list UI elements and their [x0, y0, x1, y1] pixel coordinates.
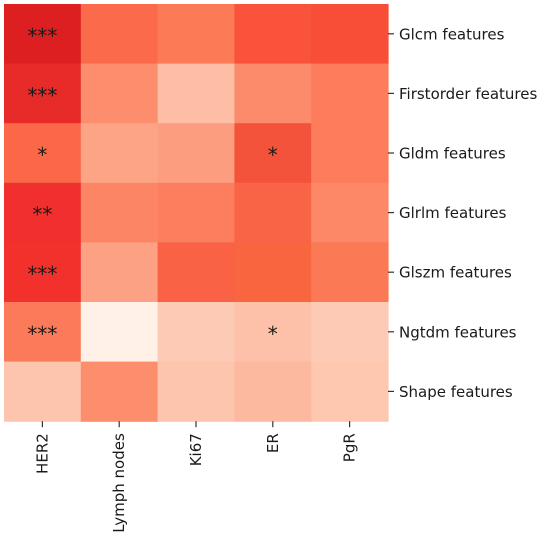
row-label-shape-features: Shape features [399, 383, 513, 401]
heatmap-cell-glszm-features-her2 [4, 242, 82, 303]
row-label-firstorder-features: Firstorder features [399, 85, 537, 103]
significance-marker: ** [32, 203, 52, 227]
heatmap-cell-shape-features-er [234, 361, 312, 422]
heatmap-cell-shape-features-ki67 [157, 361, 235, 422]
row-label-ngtdm-features: Ngtdm features [399, 323, 517, 341]
heatmap-cell-firstorder-features-her2 [4, 63, 82, 124]
axis-ticks [41, 33, 394, 428]
row-label-glrlm-features: Glrlm features [399, 204, 507, 222]
heatmap-cell-glrlm-features-er [234, 182, 312, 243]
heatmap-cell-ngtdm-features-pgr [311, 302, 389, 363]
row-label-glcm-features: Glcm features [399, 25, 505, 43]
heatmap-cell-glrlm-features-her2 [4, 182, 82, 243]
heatmap-cell-gldm-features-er [234, 123, 312, 184]
heatmap-cell-ngtdm-features-er [234, 302, 312, 363]
heatmap-cell-gldm-features-pgr [311, 123, 389, 184]
heatmap-cell-firstorder-features-lymph-nodes [80, 63, 159, 124]
heatmap-cell-glcm-features-lymph-nodes [80, 4, 159, 65]
column-labels: HER2 Lymph nodes Ki67 ER PgR [33, 433, 358, 533]
column-label-lymph-nodes: Lymph nodes [110, 433, 128, 533]
heatmap-cell-firstorder-features-pgr [311, 63, 389, 124]
column-label-er: ER [264, 433, 282, 453]
heatmap-cell-glrlm-features-lymph-nodes [80, 182, 159, 243]
significance-marker: *** [27, 322, 57, 346]
heatmap-cell-glrlm-features-pgr [311, 182, 389, 243]
heatmap-cell-glszm-features-ki67 [157, 242, 235, 303]
significance-marker: *** [27, 24, 57, 48]
heatmap-cell-ngtdm-features-her2 [4, 302, 82, 363]
heatmap-cell-gldm-features-lymph-nodes [80, 123, 159, 184]
heatmap-cell-shape-features-lymph-nodes [80, 361, 159, 422]
significance-marker: * [37, 143, 47, 167]
heatmap-cell-shape-features-pgr [311, 361, 389, 422]
heatmap-cell-glcm-features-her2 [4, 4, 82, 65]
heatmap-cell-ngtdm-features-lymph-nodes [80, 302, 159, 363]
significance-markers: ******* ********* * [27, 24, 277, 346]
heatmap-cell-firstorder-features-ki67 [157, 63, 235, 124]
heatmap-cell-glcm-features-ki67 [157, 4, 235, 65]
heatmap-cell-glcm-features-pgr [311, 4, 389, 65]
row-label-glszm-features: Glszm features [399, 264, 512, 282]
significance-marker: *** [27, 83, 57, 107]
heatmap-cell-firstorder-features-er [234, 63, 312, 124]
column-label-her2: HER2 [33, 433, 51, 474]
row-label-gldm-features: Gldm features [399, 145, 506, 163]
heatmap-cell-glcm-features-er [234, 4, 312, 65]
significance-marker: *** [27, 262, 57, 286]
heatmap-cell-glszm-features-lymph-nodes [80, 242, 159, 303]
significance-marker: * [268, 143, 278, 167]
column-label-pgr: PgR [341, 433, 359, 462]
heatmap-cells [4, 4, 389, 422]
heatmap-cell-glszm-features-pgr [311, 242, 389, 303]
heatmap-cell-gldm-features-her2 [4, 123, 82, 184]
significance-marker: * [268, 322, 278, 346]
heatmap-cell-glrlm-features-ki67 [157, 182, 235, 243]
row-labels: Glcm features Firstorder features Gldm fea… [399, 25, 537, 401]
heatmap-cell-glszm-features-er [234, 242, 312, 303]
column-label-ki67: Ki67 [187, 433, 205, 466]
heatmap-cell-shape-features-her2 [4, 361, 82, 422]
heatmap-cell-gldm-features-ki67 [157, 123, 235, 184]
heatmap-cell-ngtdm-features-ki67 [157, 302, 235, 363]
